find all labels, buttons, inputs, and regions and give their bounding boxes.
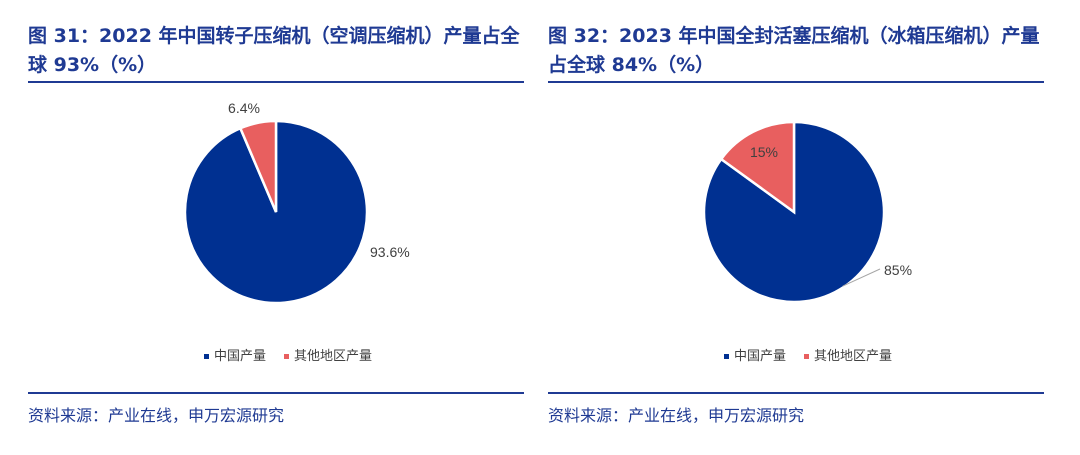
pie-slice-other: [719, 120, 796, 215]
figure-32-pie-chart: 85% 15% 中国产量 其他地区产量: [702, 120, 912, 363]
figure-32-top-rule: [548, 81, 1044, 83]
legend-swatch-other: [284, 354, 289, 359]
figure-31-top-rule: [28, 81, 524, 83]
legend-label-other: 其他地区产量: [814, 348, 892, 363]
legend-swatch-other: [804, 354, 809, 359]
data-label-china: 85%: [884, 262, 912, 278]
legend-swatch-china: [204, 354, 209, 359]
legend-label-china: 中国产量: [214, 348, 266, 363]
figure-32-title: 图 32：2023 年中国全封活塞压缩机（冰箱压缩机）产量占全球 84%（%）: [548, 25, 1040, 76]
figure-31-source: 资料来源：产业在线，申万宏源研究: [28, 406, 285, 425]
figure-32-panel: 图 32：2023 年中国全封活塞压缩机（冰箱压缩机）产量占全球 84%（%） …: [548, 0, 1044, 455]
figure-31-title: 图 31：2022 年中国转子压缩机（空调压缩机）产量占全球 93%（%）: [28, 25, 520, 76]
legend-label-other: 其他地区产量: [294, 348, 372, 363]
legend-label-china: 中国产量: [734, 348, 786, 363]
figure-32-bottom-rule: [548, 392, 1044, 394]
pie-slice-other: [238, 119, 278, 213]
figure-32-source: 资料来源：产业在线，申万宏源研究: [548, 406, 805, 425]
figure-31-pie-chart: 93.6% 6.4% 中国产量 其他地区产量: [183, 100, 410, 363]
data-label-china: 93.6%: [370, 244, 410, 260]
data-label-other: 6.4%: [228, 100, 260, 116]
legend-swatch-china: [724, 354, 729, 359]
data-label-leader-line: [842, 268, 881, 287]
data-label-other: 15%: [750, 144, 778, 160]
figure-31-panel: 图 31：2022 年中国转子压缩机（空调压缩机）产量占全球 93%（%） 93…: [28, 0, 524, 455]
figure-31-bottom-rule: [28, 392, 524, 394]
